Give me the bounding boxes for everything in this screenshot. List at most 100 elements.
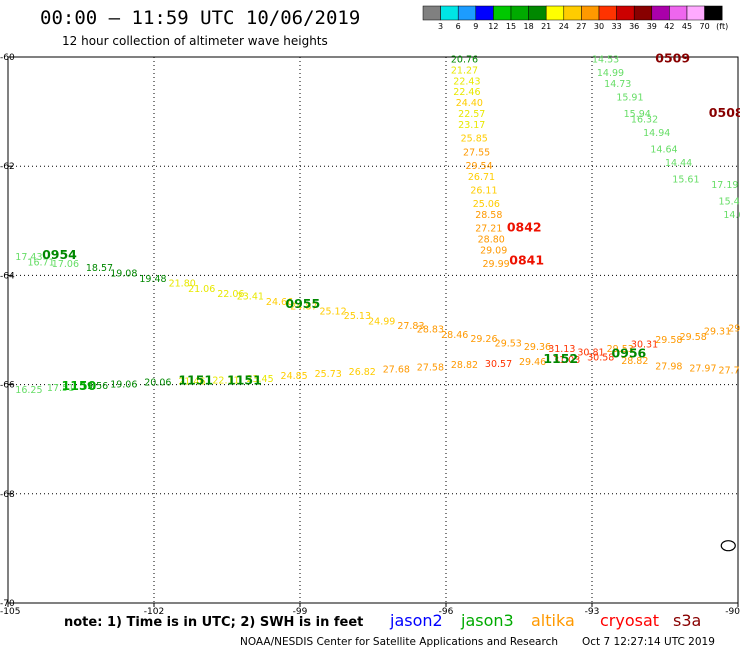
- swh-value: 24.87: [290, 301, 317, 312]
- swh-value: 29.25: [728, 324, 740, 335]
- scale-swatch: [633, 5, 653, 21]
- scale-swatch: [545, 5, 565, 21]
- scale-swatch: [422, 5, 441, 21]
- mission-jason3: jason3: [460, 611, 514, 630]
- chart-footer: note: 1) Time is in UTC; 2) SWH is in fe…: [64, 611, 715, 648]
- swh-value: 28.46: [441, 330, 468, 341]
- scale-swatch: [510, 5, 529, 21]
- scale-swatch: [475, 5, 494, 21]
- swh-value: 25.73: [315, 369, 342, 380]
- swh-value: 24.85: [281, 371, 308, 382]
- scale-label: 15: [506, 22, 516, 31]
- mission-cryosat: cryosat: [600, 611, 659, 630]
- scale-swatch: [686, 5, 705, 21]
- swh-value: 25.12: [319, 307, 346, 318]
- plot-area: -105 -102 -99 -96 -93 -90 -60 -62 -64 -66 -68 -70 2…: [0, 50, 740, 617]
- swh-value: 28.83: [417, 325, 444, 336]
- swh-value: 14.53: [592, 54, 619, 65]
- map-features: [720, 540, 736, 552]
- swh-value: 26.11: [470, 186, 497, 197]
- swh-value: 29.54: [465, 161, 492, 172]
- swh-value: 30.81: [577, 348, 604, 359]
- swh-value: 14.94: [643, 128, 670, 139]
- swh-value: 22.11: [212, 376, 239, 387]
- y-tick-label: -68: [0, 490, 15, 500]
- pass-time-label: 1152: [543, 351, 578, 366]
- scale-swatch: [669, 5, 688, 21]
- swh-value: 27.58: [417, 362, 444, 373]
- swh-value: 22.06: [217, 289, 244, 300]
- swh-value: 27.72: [719, 366, 740, 377]
- swh-value: 20.06: [144, 378, 171, 389]
- swh-value: 14.00: [723, 210, 740, 221]
- pass-time-label: 0509: [655, 50, 690, 65]
- swh-value: 27.83: [397, 321, 424, 332]
- scale-label: 30: [594, 22, 604, 31]
- swh-value: 29.31: [704, 326, 731, 337]
- scale-label: 45: [682, 22, 692, 31]
- pass-time-label: 0954: [42, 247, 77, 262]
- swh-value: 31.13: [548, 344, 575, 355]
- swh-value: 16.71: [27, 258, 54, 269]
- swh-value: 14.73: [604, 79, 631, 90]
- swh-value: 19.06: [110, 379, 137, 390]
- pass-time-label: 0956: [611, 345, 646, 360]
- swh-value: 29.09: [480, 246, 507, 257]
- grid-lines: [8, 57, 738, 603]
- mission-legend: jason2 jason3 altika cryosat s3a: [389, 611, 701, 630]
- scale-label: 27: [576, 22, 586, 31]
- swh-value: 25.13: [344, 311, 371, 322]
- swh-value: 24.40: [456, 98, 483, 109]
- swh-value: 19.08: [110, 268, 137, 279]
- swh-value: 27.21: [475, 224, 502, 235]
- axis-ticks: -105 -102 -99 -96 -93 -90 -60 -62 -64 -66 -68 -70: [0, 53, 740, 617]
- credit-line: NOAA/NESDIS Center for Satellite Applica…: [240, 636, 558, 648]
- swh-value: 27.55: [463, 147, 490, 158]
- swh-value: 29.53: [607, 344, 634, 355]
- scale-label: 3: [438, 22, 443, 31]
- island-outline: [720, 540, 736, 552]
- y-tick-label: -70: [0, 599, 15, 609]
- swh-value: 16.25: [15, 385, 42, 396]
- swh-value: 30.57: [485, 359, 512, 370]
- scale-swatch: [581, 5, 600, 21]
- swh-value: 21.46: [178, 377, 205, 388]
- swh-value: 17.43: [15, 252, 42, 263]
- scale-label: 33: [612, 22, 622, 31]
- x-tick-label: -90: [725, 607, 740, 617]
- scale-swatch: [528, 5, 547, 21]
- swh-value: 19.56: [81, 381, 108, 392]
- swh-value: 29.99: [483, 259, 510, 270]
- pass-time-label: 1150: [62, 378, 97, 393]
- swh-value: 22.57: [458, 109, 485, 120]
- scale-label: 6: [456, 22, 461, 31]
- swh-value: 24.66: [266, 297, 293, 308]
- scale-swatch: [563, 5, 582, 21]
- swh-value: 14.64: [650, 145, 677, 156]
- swh-value: 23.45: [246, 374, 273, 385]
- swh-value: 25.06: [473, 199, 500, 210]
- swh-value: 17.06: [52, 259, 79, 270]
- scale-swatch: [704, 5, 723, 21]
- swh-value: 30.31: [631, 339, 658, 350]
- swh-value: 29.53: [495, 338, 522, 349]
- swh-value: 23.17: [458, 120, 485, 131]
- pass-time-label: 0508: [709, 105, 740, 120]
- swh-value: 22.43: [453, 76, 480, 87]
- scale-swatch: [598, 5, 617, 21]
- x-tick-label: -105: [0, 607, 20, 617]
- y-tick-label: -60: [0, 53, 15, 63]
- y-tick-label: -66: [0, 381, 15, 391]
- scale-swatch: [651, 5, 670, 21]
- pass-time-label: 1151: [178, 373, 213, 388]
- pass-time-label: 0842: [507, 220, 542, 235]
- swh-value: 28.82: [451, 360, 478, 371]
- pass-time-labels: 0509 0508 0842 0841 0954 0955 1150 1151 1151 1152…: [42, 50, 740, 393]
- swh-value: 17.19: [711, 180, 738, 191]
- swh-value: 16.32: [631, 115, 658, 126]
- scale-swatch: [457, 5, 477, 21]
- swh-value: 26.71: [468, 172, 495, 183]
- scale-label: 21: [541, 22, 551, 31]
- pass-time-label: 1151: [227, 373, 262, 388]
- swh-value: 27.97: [689, 363, 716, 374]
